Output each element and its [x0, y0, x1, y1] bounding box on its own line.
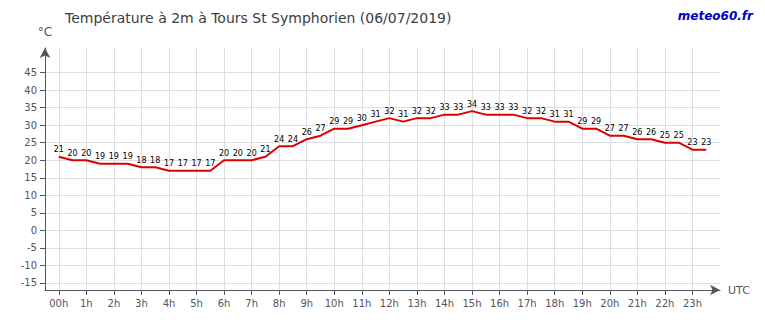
svg-text:17h: 17h — [518, 298, 537, 309]
svg-text:20: 20 — [67, 149, 77, 158]
svg-text:32: 32 — [384, 107, 394, 116]
svg-text:17: 17 — [191, 159, 201, 168]
svg-text:32: 32 — [536, 107, 546, 116]
svg-text:24: 24 — [288, 135, 298, 144]
svg-text:32: 32 — [522, 107, 532, 116]
svg-text:21h: 21h — [628, 298, 647, 309]
svg-text:17: 17 — [178, 159, 188, 168]
svg-text:10: 10 — [24, 190, 37, 201]
svg-text:29: 29 — [343, 117, 353, 126]
svg-text:-5: -5 — [27, 242, 37, 253]
svg-text:meteo60.fr: meteo60.fr — [678, 9, 754, 23]
svg-text:31: 31 — [563, 110, 573, 119]
svg-text:°C: °C — [38, 25, 52, 39]
svg-text:6h: 6h — [218, 298, 231, 309]
svg-text:25: 25 — [674, 131, 684, 140]
svg-text:8h: 8h — [273, 298, 286, 309]
svg-text:31: 31 — [371, 110, 381, 119]
svg-text:26: 26 — [646, 128, 656, 137]
svg-text:40: 40 — [24, 85, 37, 96]
svg-text:30: 30 — [24, 120, 37, 131]
svg-text:UTC: UTC — [728, 284, 750, 297]
svg-text:27: 27 — [315, 124, 325, 133]
svg-text:26: 26 — [632, 128, 642, 137]
svg-text:20: 20 — [81, 149, 91, 158]
svg-text:20: 20 — [233, 149, 243, 158]
svg-text:26: 26 — [302, 128, 312, 137]
svg-text:23h: 23h — [683, 298, 702, 309]
svg-text:9h: 9h — [300, 298, 313, 309]
svg-text:32: 32 — [412, 107, 422, 116]
svg-text:31: 31 — [550, 110, 560, 119]
svg-text:20: 20 — [219, 149, 229, 158]
svg-text:33: 33 — [439, 103, 449, 112]
svg-text:33: 33 — [508, 103, 518, 112]
svg-text:7h: 7h — [245, 298, 258, 309]
svg-text:33: 33 — [481, 103, 491, 112]
svg-text:10h: 10h — [325, 298, 344, 309]
svg-text:00h: 00h — [49, 298, 68, 309]
svg-text:23: 23 — [687, 138, 697, 147]
svg-text:29: 29 — [591, 117, 601, 126]
svg-text:19: 19 — [109, 152, 119, 161]
svg-text:15: 15 — [24, 172, 37, 183]
svg-text:20: 20 — [247, 149, 257, 158]
svg-text:13h: 13h — [407, 298, 426, 309]
svg-text:17: 17 — [205, 159, 215, 168]
svg-text:33: 33 — [453, 103, 463, 112]
svg-text:19h: 19h — [573, 298, 592, 309]
svg-text:29: 29 — [329, 117, 339, 126]
svg-text:14h: 14h — [435, 298, 454, 309]
svg-text:3h: 3h — [135, 298, 148, 309]
svg-text:-10: -10 — [21, 260, 37, 271]
svg-text:25: 25 — [24, 137, 37, 148]
svg-text:19: 19 — [95, 152, 105, 161]
svg-text:27: 27 — [618, 124, 628, 133]
svg-text:22h: 22h — [655, 298, 674, 309]
svg-text:18: 18 — [150, 156, 160, 165]
svg-text:20h: 20h — [600, 298, 619, 309]
svg-text:45: 45 — [24, 67, 37, 78]
svg-text:17: 17 — [164, 159, 174, 168]
svg-text:11h: 11h — [352, 298, 371, 309]
svg-text:15h: 15h — [463, 298, 482, 309]
svg-text:-15: -15 — [21, 277, 37, 288]
svg-text:Température à 2m à Tours St Sy: Température à 2m à Tours St Symphorien (… — [64, 10, 451, 26]
svg-text:12h: 12h — [380, 298, 399, 309]
svg-text:16h: 16h — [490, 298, 509, 309]
svg-text:29: 29 — [577, 117, 587, 126]
svg-text:20: 20 — [24, 155, 37, 166]
svg-text:19: 19 — [123, 152, 133, 161]
svg-text:18h: 18h — [545, 298, 564, 309]
svg-text:32: 32 — [426, 107, 436, 116]
svg-text:2h: 2h — [108, 298, 121, 309]
svg-text:35: 35 — [24, 102, 37, 113]
svg-text:21: 21 — [54, 145, 64, 154]
svg-text:21: 21 — [260, 145, 270, 154]
svg-text:24: 24 — [274, 135, 284, 144]
svg-text:33: 33 — [494, 103, 504, 112]
svg-text:18: 18 — [136, 156, 146, 165]
svg-text:1h: 1h — [80, 298, 93, 309]
svg-text:31: 31 — [398, 110, 408, 119]
svg-text:30: 30 — [357, 114, 367, 123]
svg-text:5: 5 — [31, 207, 37, 218]
svg-text:27: 27 — [605, 124, 615, 133]
svg-text:25: 25 — [660, 131, 670, 140]
svg-text:34: 34 — [467, 100, 477, 109]
svg-text:23: 23 — [701, 138, 711, 147]
svg-text:0: 0 — [31, 225, 37, 236]
svg-text:4h: 4h — [163, 298, 176, 309]
svg-text:5h: 5h — [190, 298, 203, 309]
